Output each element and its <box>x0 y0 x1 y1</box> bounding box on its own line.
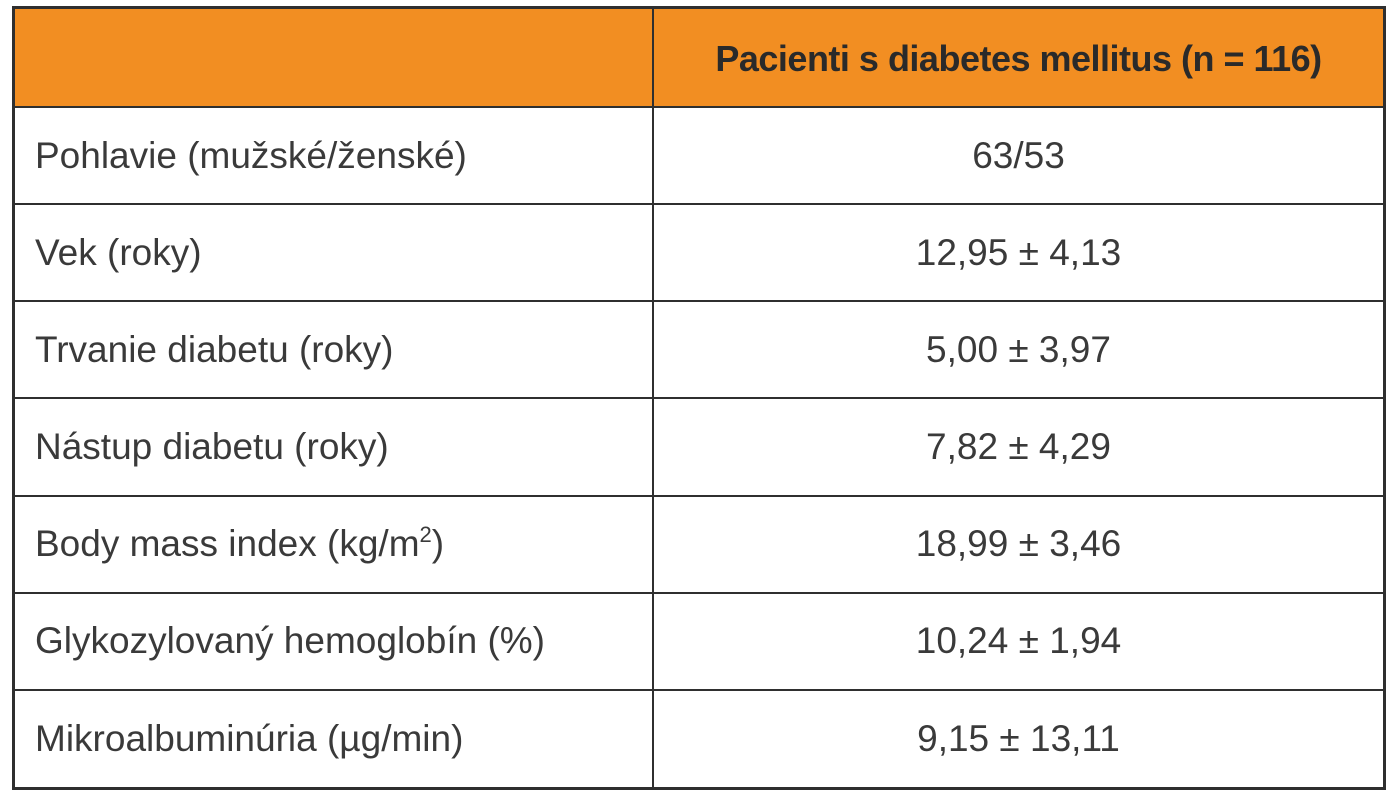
bmi-label-end: ) <box>431 523 445 565</box>
row-label-diabetes-duration: Trvanie diabetu (roky) <box>15 300 654 400</box>
table-row: Trvanie diabetu (roky) 5,00 ± 3,97 <box>15 300 1383 400</box>
row-value-age: 12,95 ± 4,13 <box>652 203 1383 303</box>
row-label-sex: Pohlavie (mužské/ženské) <box>15 105 654 206</box>
data-table-frame: Pacienti s diabetes mellitus (n = 116) P… <box>12 6 1386 790</box>
row-label-age: Vek (roky) <box>15 203 654 303</box>
row-label-diabetes-onset: Nástup diabetu (roky) <box>15 397 654 497</box>
row-value-bmi: 18,99 ± 3,46 <box>652 494 1383 594</box>
table-row: Pohlavie (mužské/ženské) 63/53 <box>15 105 1383 206</box>
table-header-row: Pacienti s diabetes mellitus (n = 116) <box>15 9 1383 108</box>
table-row: Vek (roky) 12,95 ± 4,13 <box>15 203 1383 303</box>
row-label-hba1c: Glykozylovaný hemoglobín (%) <box>15 591 654 691</box>
header-corner-cell <box>15 9 654 108</box>
row-value-microalbuminuria: 9,15 ± 13,11 <box>652 688 1383 787</box>
bmi-label-superscript: 2 <box>419 522 432 548</box>
row-value-diabetes-duration: 5,00 ± 3,97 <box>652 300 1383 400</box>
row-label-bmi: Body mass index (kg/m2) <box>15 494 654 594</box>
row-value-hba1c: 10,24 ± 1,94 <box>652 591 1383 691</box>
table-row: Mikroalbuminúria (µg/min) 9,15 ± 13,11 <box>15 688 1383 787</box>
row-label-microalbuminuria: Mikroalbuminúria (µg/min) <box>15 688 654 787</box>
row-value-diabetes-onset: 7,82 ± 4,29 <box>652 397 1383 497</box>
column-header-patients: Pacienti s diabetes mellitus (n = 116) <box>652 9 1383 108</box>
patient-characteristics-table: Pacienti s diabetes mellitus (n = 116) P… <box>15 9 1383 787</box>
table-row: Body mass index (kg/m2) 18,99 ± 3,46 <box>15 494 1383 594</box>
table-row: Nástup diabetu (roky) 7,82 ± 4,29 <box>15 397 1383 497</box>
table-row: Glykozylovaný hemoglobín (%) 10,24 ± 1,9… <box>15 591 1383 691</box>
row-value-sex: 63/53 <box>652 105 1383 206</box>
bmi-label-main: Body mass index (kg/m <box>35 523 420 565</box>
